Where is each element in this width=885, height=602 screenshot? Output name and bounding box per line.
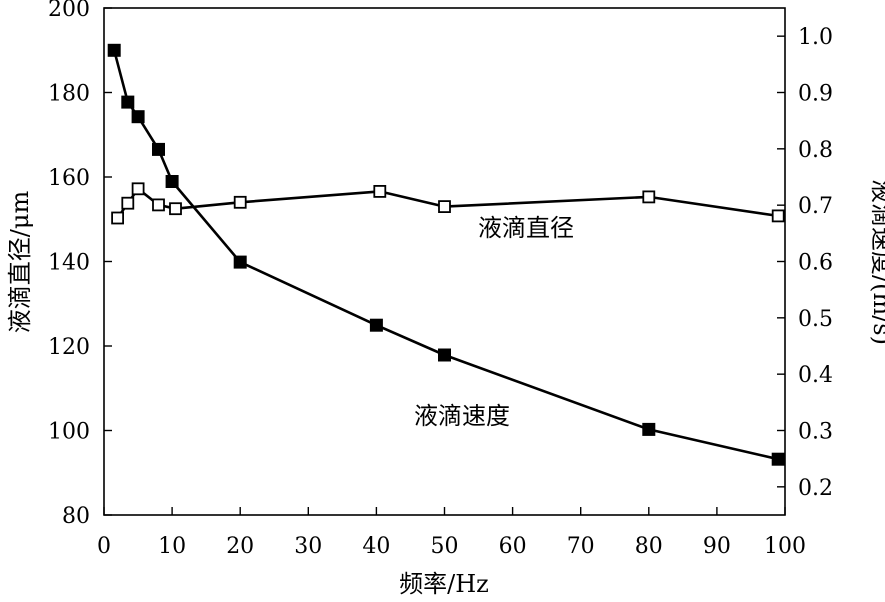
right-y-tick-label: 1.0	[798, 25, 833, 50]
series-line-1	[112, 49, 779, 461]
left-y-tick-label: 140	[48, 251, 90, 276]
x-tick-label: 100	[764, 534, 806, 559]
velocity-point-marker	[107, 43, 121, 57]
x-tick-label: 90	[703, 534, 731, 559]
x-tick-label: 30	[294, 534, 322, 559]
velocity-point-marker	[771, 452, 785, 466]
left-y-tick-label: 200	[48, 0, 90, 22]
annotation-velocity: 液滴速度	[414, 402, 510, 430]
x-tick-label: 40	[362, 534, 390, 559]
right-y-tick-label: 0.2	[798, 476, 833, 501]
series-line-0	[116, 187, 779, 219]
velocity-point-marker	[369, 318, 383, 332]
x-axis-ticks: 0 10 20 30 40 50 60 70 80 90 100	[97, 507, 806, 559]
diameter-point-marker	[169, 202, 182, 216]
x-tick-label: 10	[158, 534, 186, 559]
right-y-tick-label: 0.4	[798, 363, 833, 388]
diameter-point-marker	[111, 211, 124, 225]
right-y-tick-label: 0.5	[798, 307, 833, 332]
right-y-axis-ticks: 0.2 0.3 0.4 0.5 0.6 0.7 0.8 0.9 1.0	[777, 25, 833, 501]
x-axis-title: 频率/Hz	[399, 570, 489, 598]
velocity-point-marker	[152, 142, 165, 156]
plot-frame	[103, 7, 786, 516]
x-tick-label: 20	[226, 534, 254, 559]
velocity-point-marker	[438, 348, 451, 362]
right-y-tick-label: 0.7	[798, 194, 833, 219]
diameter-point-marker	[373, 184, 387, 198]
right-y-axis-title: 液滴速度/(m/s)	[868, 179, 885, 345]
velocity-point-marker	[165, 175, 179, 188]
left-y-tick-label: 180	[48, 82, 90, 107]
right-y-tick-label: 0.3	[798, 420, 833, 445]
series-layer	[107, 43, 785, 466]
left-y-tick-label: 100	[48, 420, 90, 445]
x-tick-label: 80	[635, 534, 663, 559]
diameter-point-marker	[131, 182, 145, 196]
diameter-point-marker	[642, 190, 656, 204]
left-y-axis-title: 液滴直径/μm	[6, 191, 34, 334]
diameter-point-marker	[121, 196, 135, 210]
diameter-point-marker	[233, 195, 247, 209]
left-y-tick-label: 80	[62, 504, 90, 529]
x-tick-label: 50	[431, 534, 459, 559]
diameter-point-marker	[438, 200, 451, 214]
velocity-point-marker	[642, 422, 656, 436]
right-y-tick-label: 0.9	[798, 82, 833, 107]
right-y-tick-label: 0.8	[798, 138, 833, 163]
annotation-diameter: 液滴直径	[478, 214, 574, 242]
left-y-axis-ticks: 80 100 120 140 160 180 200	[48, 0, 112, 529]
left-y-tick-label: 120	[48, 335, 90, 360]
velocity-point-marker	[121, 95, 135, 109]
x-tick-label: 70	[567, 534, 595, 559]
x-tick-label: 60	[499, 534, 527, 559]
diameter-point-marker	[152, 198, 165, 212]
left-y-tick-label: 160	[48, 166, 90, 191]
velocity-point-marker	[131, 110, 145, 124]
x-tick-label: 0	[97, 534, 111, 559]
right-y-tick-label: 0.6	[798, 251, 833, 276]
diameter-point-marker	[771, 209, 785, 223]
velocity-point-marker	[233, 255, 247, 269]
